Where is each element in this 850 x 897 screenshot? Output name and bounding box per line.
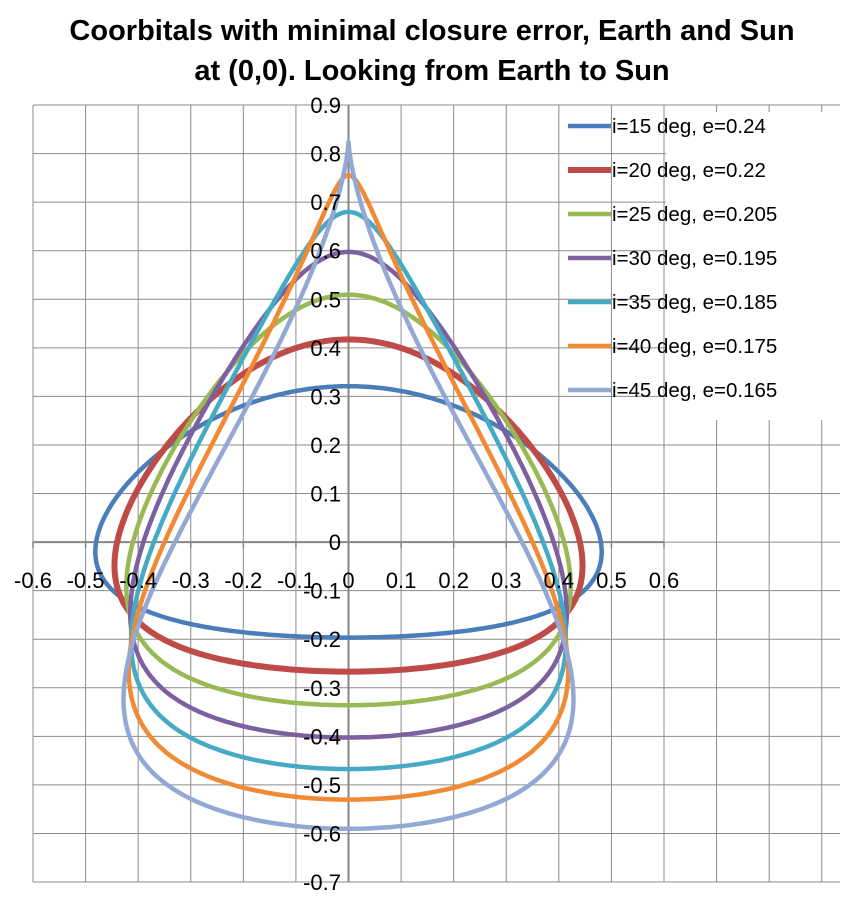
x-tick-label: -0.2 <box>224 568 262 593</box>
y-tick-label: -0.5 <box>303 773 341 798</box>
x-tick-label: 0.2 <box>438 568 469 593</box>
series-line-7 <box>121 139 576 832</box>
legend-label-5: i=35 deg, e=0.185 <box>612 291 777 314</box>
x-tick-label: -0.6 <box>14 568 52 593</box>
legend-background <box>666 200 850 244</box>
legend-label-4: i=30 deg, e=0.195 <box>612 247 777 270</box>
y-tick-label: -0.6 <box>303 821 341 846</box>
y-tick-label: 0.3 <box>310 384 341 409</box>
legend-background <box>666 244 850 288</box>
x-tick-label: 0.3 <box>491 568 522 593</box>
chart-title-line-1: Coorbitals with minimal closure error, E… <box>69 15 794 47</box>
legend: i=15 deg, e=0.24 i=20 deg, e=0.22 i=25 deg… <box>568 112 850 420</box>
x-tick-label: 0.1 <box>386 568 417 593</box>
x-tick-label: 0.5 <box>596 568 627 593</box>
y-tick-label: -0.4 <box>303 724 341 749</box>
chart-title-line-2: at (0,0). Looking from Earth to Sun <box>194 55 669 87</box>
legend-background <box>666 156 850 200</box>
legend-background <box>666 376 850 420</box>
x-tick-label: -0.5 <box>67 568 105 593</box>
legend-label-7: i=45 deg, e=0.165 <box>612 379 777 402</box>
series-line-4 <box>128 249 569 740</box>
axes <box>32 105 665 882</box>
legend-background <box>666 288 850 332</box>
y-tick-label: 0.6 <box>310 239 341 264</box>
y-tick-label: 0 <box>329 530 341 555</box>
y-tick-label: -0.7 <box>303 870 341 895</box>
y-tick-label: 0.5 <box>310 287 341 312</box>
y-tick-label: -0.2 <box>303 627 341 652</box>
x-tick-label: 0 <box>342 568 354 593</box>
legend-background <box>666 112 850 156</box>
legend-label-1: i=15 deg, e=0.24 <box>612 115 766 138</box>
x-tick-label: -0.4 <box>119 568 157 593</box>
y-tick-label: -0.1 <box>303 579 341 604</box>
y-tick-label: -0.3 <box>303 676 341 701</box>
x-tick-label: 0.4 <box>544 568 575 593</box>
series-line-3 <box>124 292 573 708</box>
y-tick-label: 0.7 <box>310 190 341 215</box>
x-tick-label: -0.3 <box>172 568 210 593</box>
series-line-5 <box>128 209 569 772</box>
legend-label-3: i=25 deg, e=0.205 <box>612 203 777 226</box>
tick-labels: 0.90.80.70.60.50.40.30.20.10-0.1-0.2-0.3… <box>14 93 679 895</box>
legend-background <box>666 332 850 376</box>
x-tick-label: -0.1 <box>277 568 315 593</box>
x-tick-label: 0.6 <box>649 568 680 593</box>
y-tick-label: 0.9 <box>310 93 341 118</box>
legend-label-6: i=40 deg, e=0.175 <box>612 335 777 358</box>
y-tick-label: 0.4 <box>310 336 341 361</box>
y-tick-label: 0.1 <box>310 482 341 507</box>
y-tick-label: 0.2 <box>310 433 341 458</box>
series-line-6 <box>126 173 571 802</box>
y-tick-label: 0.8 <box>310 142 341 167</box>
legend-label-2: i=20 deg, e=0.22 <box>612 159 766 182</box>
series-group <box>93 139 604 832</box>
